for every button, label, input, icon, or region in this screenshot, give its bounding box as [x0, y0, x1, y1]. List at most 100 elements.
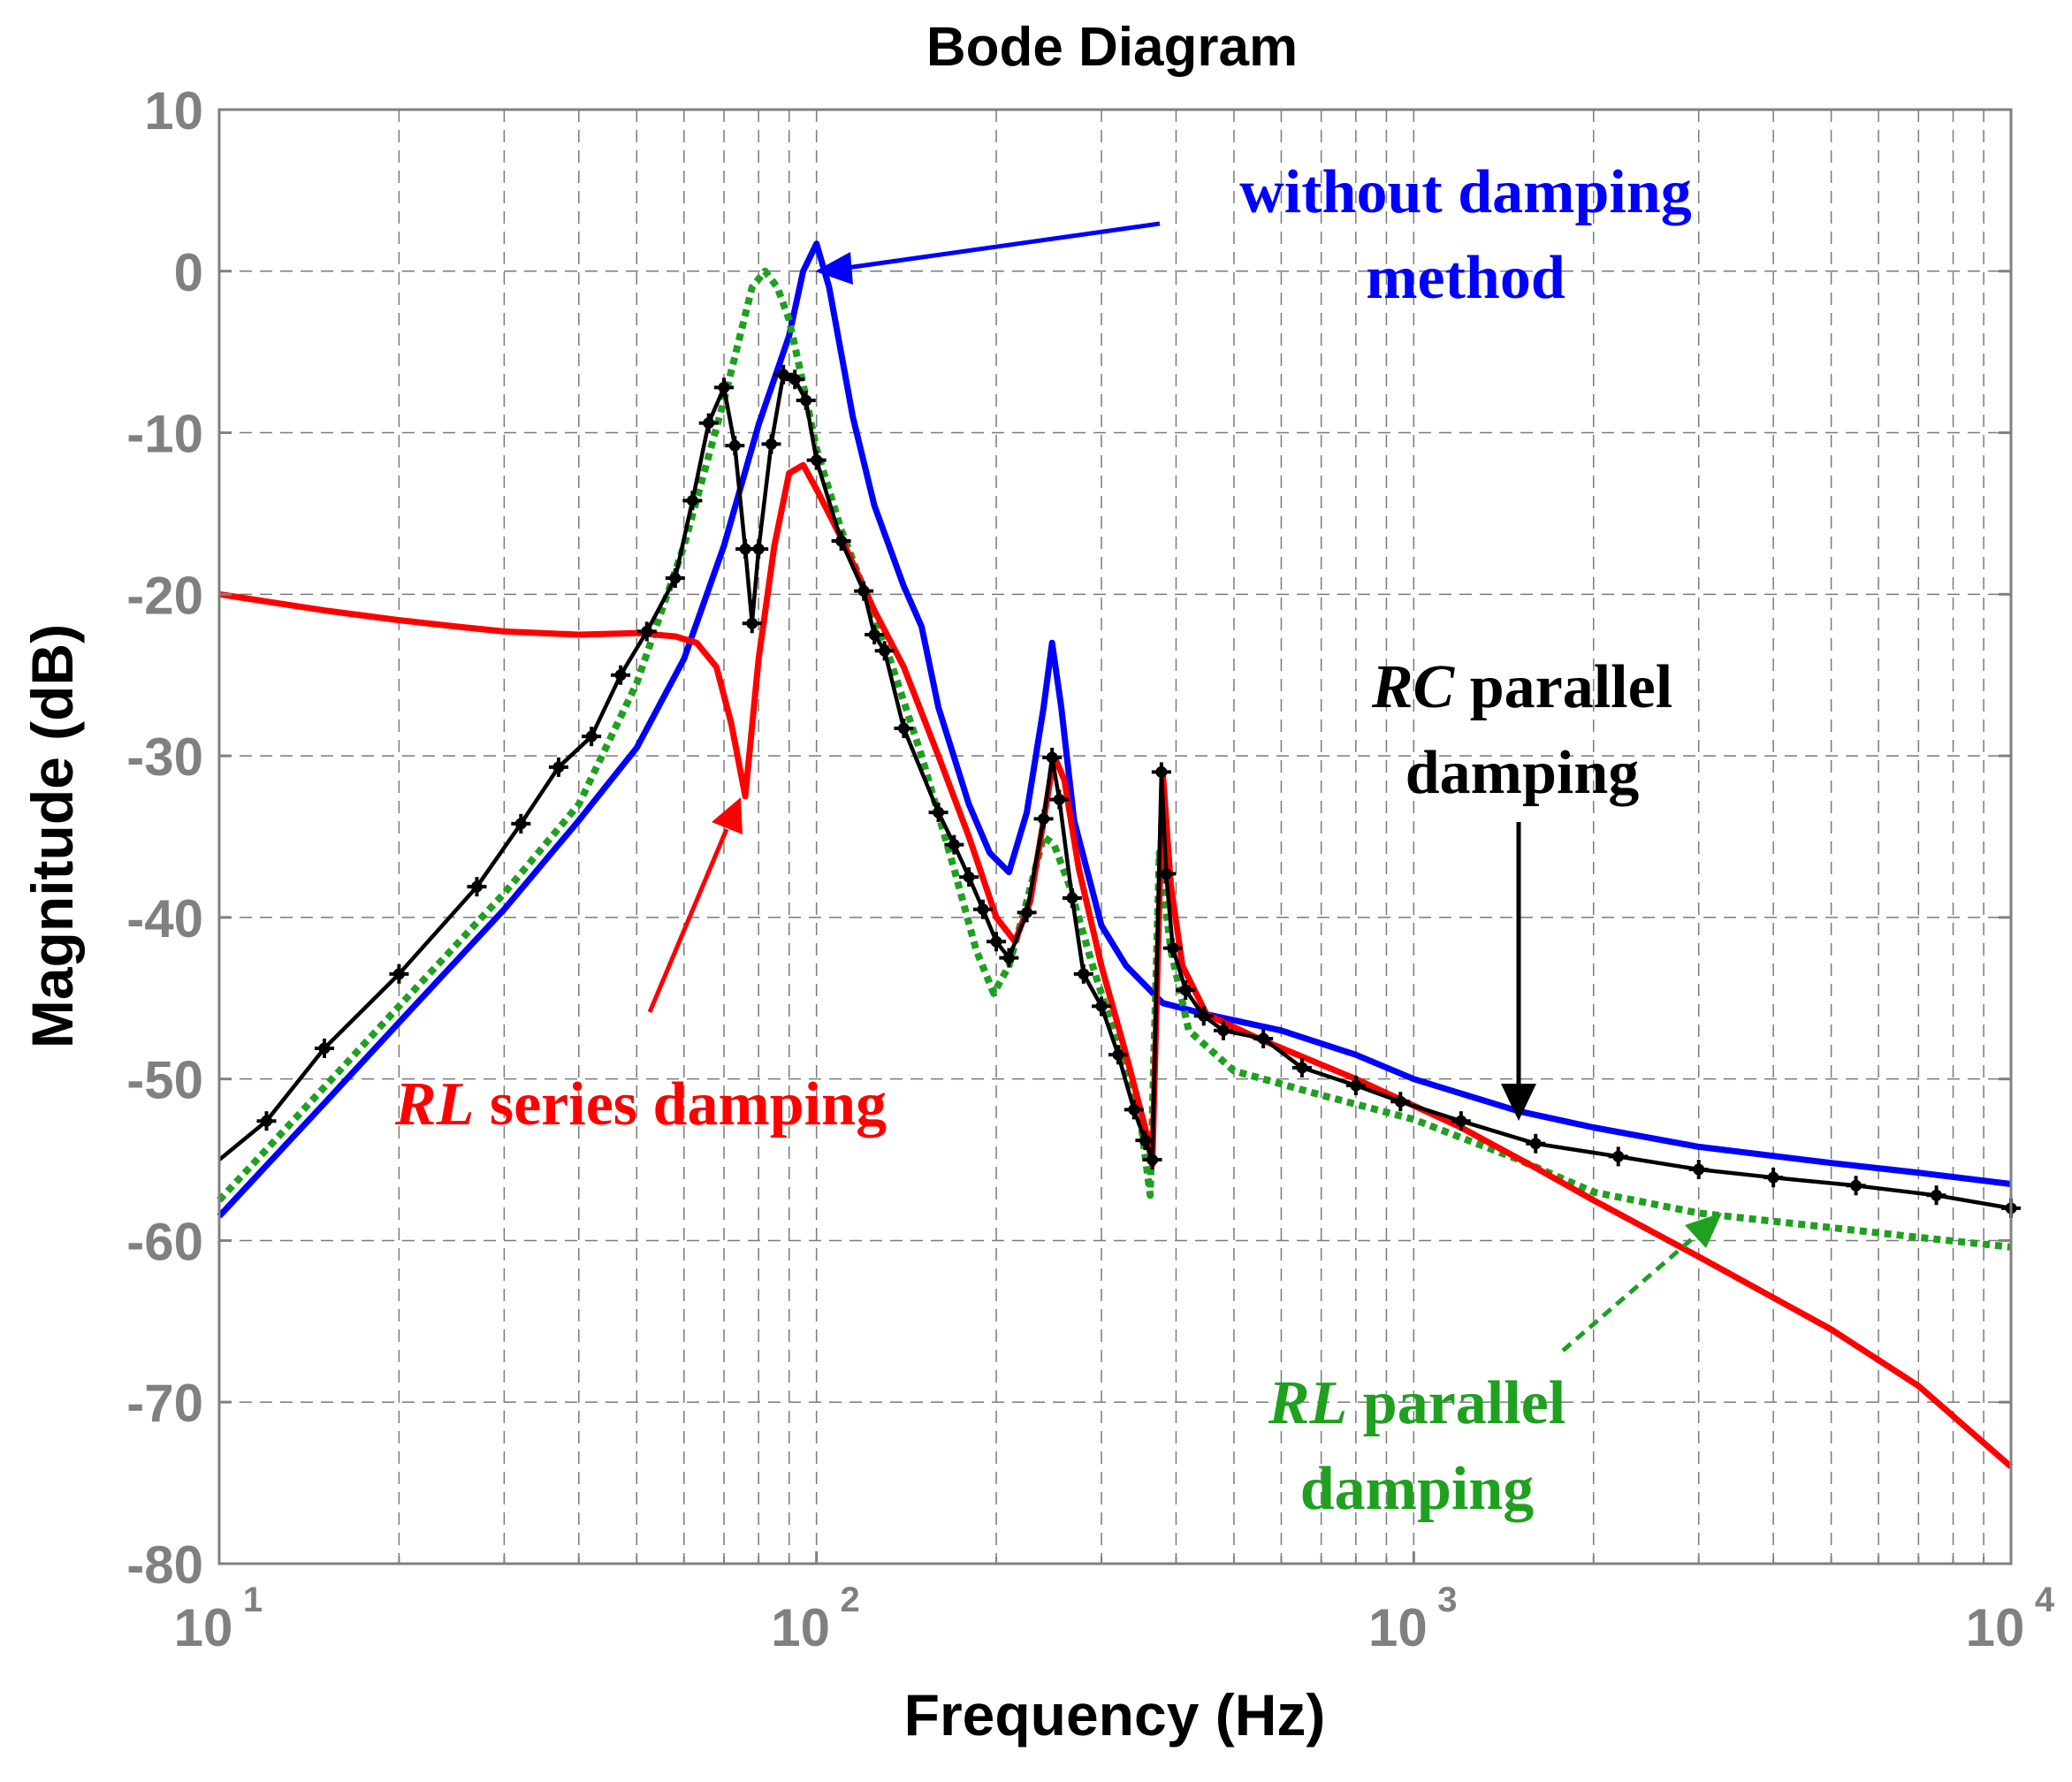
rc-data-marker [1193, 1006, 1214, 1026]
marker-dot [948, 839, 960, 851]
series-line-without-damping-method [217, 240, 2012, 1219]
annotation-rl-series: RL series damping [394, 1070, 887, 1138]
rc-data-marker [636, 621, 657, 642]
rc-data-marker [1451, 1111, 1471, 1131]
annotation-rc-parallel-line1: RC parallel [1371, 653, 1672, 721]
marker-dot [835, 535, 848, 547]
rc-data-marker [999, 948, 1019, 968]
rc-data-marker [1073, 963, 1093, 984]
marker-dot [752, 543, 765, 555]
rc-data-marker [865, 625, 885, 645]
marker-dot [1931, 1189, 1943, 1201]
rc-data-marker [854, 581, 874, 601]
marker-dot [897, 722, 910, 735]
rc-data-marker [1092, 996, 1112, 1017]
rc-data-marker [725, 436, 745, 456]
arrow-rl-series [647, 828, 729, 1013]
marker-dot [1350, 1079, 1362, 1092]
marker-dot [470, 880, 483, 893]
rc-data-marker [1176, 980, 1196, 1001]
marker-dot [1296, 1062, 1308, 1074]
rc-data-marker [1156, 864, 1177, 884]
rc-data-marker [1062, 887, 1082, 908]
marker-dot [1053, 793, 1065, 805]
y-tick-label: -70 [126, 1374, 203, 1433]
rc-data-marker [1390, 1092, 1411, 1112]
rc-data-marker [1124, 1100, 1144, 1120]
rc-data-marker [986, 932, 1007, 952]
rc-data-marker [874, 641, 895, 661]
annotation-without-damping-line2: method [1366, 244, 1565, 312]
y-tick-label: -80 [126, 1535, 203, 1595]
x-tick-label: 10 [771, 1598, 830, 1657]
marker-dot [718, 381, 730, 393]
rc-data-marker [682, 491, 703, 511]
marker-dot [669, 572, 682, 584]
marker-dot [641, 625, 653, 637]
marker-dot [1021, 906, 1033, 918]
rc-data-marker [467, 877, 487, 897]
marker-dot [739, 543, 751, 555]
marker-dot [800, 394, 812, 407]
marker-dot [977, 903, 989, 916]
marker-dot [1128, 1103, 1140, 1116]
marker-dot [318, 1042, 331, 1055]
annotation-rl-series-rest: series damping [474, 1070, 887, 1138]
rc-data-marker [1135, 1131, 1155, 1151]
annotation-without-damping-line1: without damping [1239, 158, 1692, 226]
y-tick-label: -30 [126, 727, 203, 787]
rc-data-marker [773, 364, 794, 385]
annotation-rl-series-italic: RL [394, 1070, 474, 1138]
marker-dot [514, 818, 527, 830]
marker-dot [1046, 751, 1058, 764]
arrow-head-rl-series [712, 797, 743, 834]
rc-data-marker [1926, 1185, 1946, 1206]
x-tick-label: 10 [174, 1598, 233, 1657]
marker-dot [1095, 1000, 1108, 1012]
rc-data-marker [1033, 809, 1054, 829]
marker-dot [1002, 952, 1015, 964]
rc-data-marker [1049, 789, 1070, 810]
rc-data-marker [1526, 1133, 1546, 1154]
marker-dot [963, 871, 975, 883]
y-tick-label: -40 [126, 889, 203, 948]
marker-dot [746, 617, 758, 629]
marker-dot [879, 644, 891, 657]
marker-dot [811, 454, 823, 467]
annotation-rl-parallel-line1: RL parallel [1268, 1369, 1565, 1437]
rc-data-marker [511, 813, 531, 834]
rc-data-marker [714, 377, 735, 398]
marker-dot [552, 761, 565, 773]
y-axis-label: Magnitude (dB) [19, 624, 85, 1048]
y-tick-label: -20 [126, 566, 203, 625]
marker-dot [1850, 1179, 1863, 1192]
marker-dot [1167, 942, 1179, 955]
rc-data-marker [314, 1038, 334, 1058]
marker-dot [585, 730, 598, 742]
marker-dot [1612, 1150, 1625, 1162]
rc-data-marker [1213, 1020, 1233, 1040]
rc-data-marker [1345, 1075, 1366, 1095]
y-tick-label: -10 [126, 405, 203, 464]
rc-data-marker [1142, 1150, 1162, 1170]
series-layer [217, 240, 2021, 1469]
marker-dot [766, 438, 778, 450]
rc-data-marker [665, 568, 685, 589]
marker-dot [1198, 1009, 1210, 1022]
rc-data-marker [698, 413, 719, 433]
marker-dot [703, 417, 715, 430]
rc-data-marker [796, 391, 816, 410]
rc-data-marker [806, 450, 827, 470]
plot-frame [217, 108, 2013, 1565]
marker-dot [1394, 1095, 1406, 1108]
rc-data-marker [1108, 1045, 1128, 1065]
marker-dot [1529, 1138, 1542, 1150]
rc-data-marker [1151, 762, 1171, 782]
marker-dot [261, 1115, 273, 1127]
rc-data-marker [256, 1111, 277, 1131]
rc-data-marker [1688, 1160, 1709, 1180]
arrow-head-rc-parallel [1501, 1084, 1536, 1121]
